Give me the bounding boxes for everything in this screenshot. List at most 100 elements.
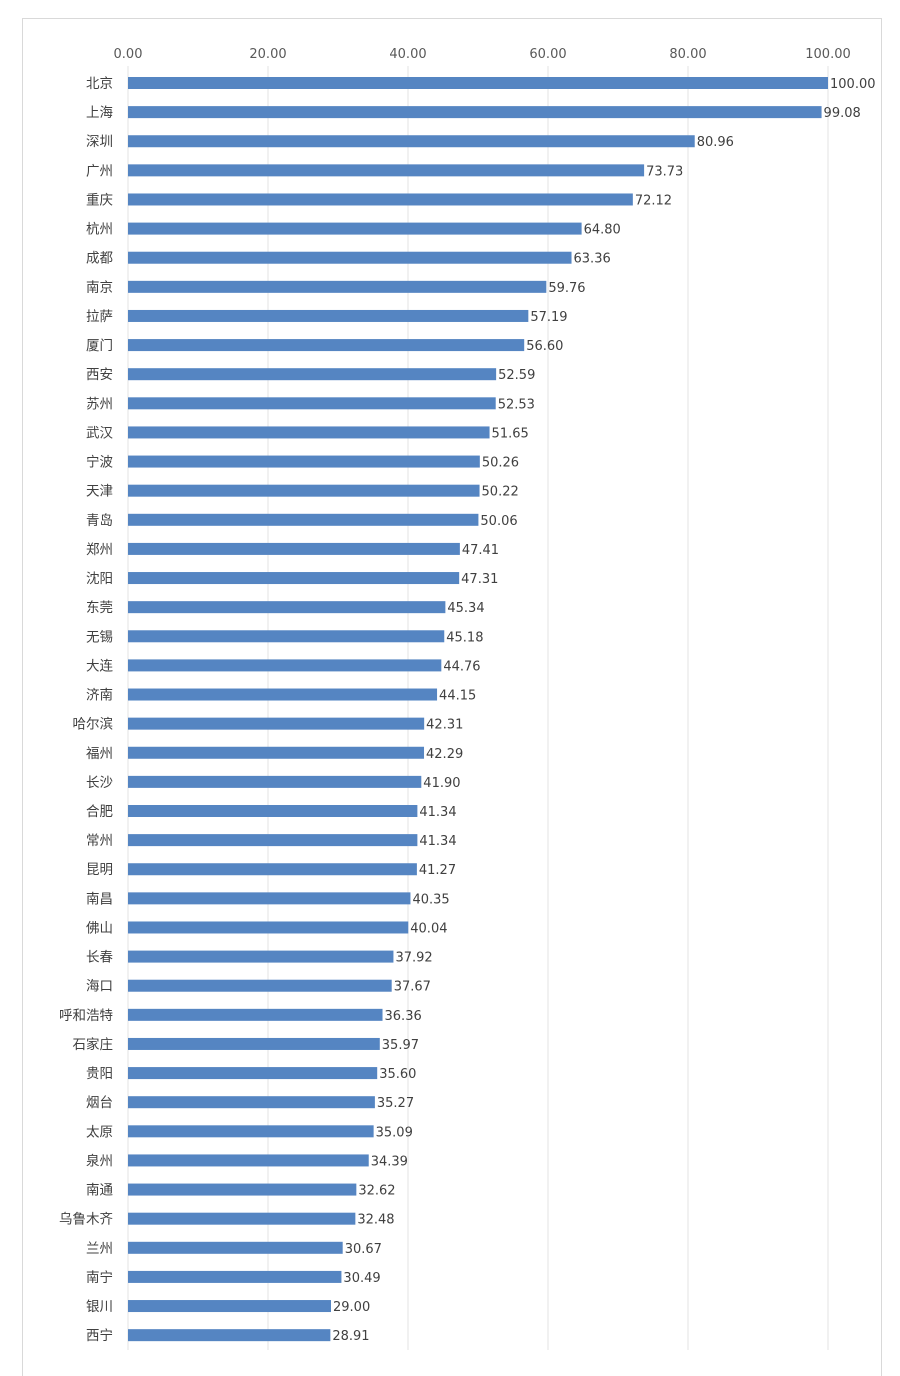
bar xyxy=(128,1300,331,1313)
value-label: 30.67 xyxy=(345,1242,382,1257)
bar xyxy=(128,921,409,934)
bar xyxy=(128,1329,331,1342)
category-label: 苏州 xyxy=(86,396,113,412)
value-label: 42.29 xyxy=(426,747,463,762)
bar xyxy=(128,1008,383,1021)
category-label: 济南 xyxy=(86,688,113,704)
bar xyxy=(128,368,497,381)
category-label: 南宁 xyxy=(86,1269,113,1286)
category-label: 郑州 xyxy=(86,542,113,558)
category-label: 拉萨 xyxy=(86,309,113,325)
value-label: 64.80 xyxy=(584,223,621,238)
bar xyxy=(128,863,417,876)
value-label: 44.76 xyxy=(443,659,480,674)
bar xyxy=(128,834,418,847)
category-label: 泉州 xyxy=(86,1152,113,1169)
x-tick-label: 20.00 xyxy=(249,47,286,62)
bar xyxy=(128,979,392,992)
value-label: 40.04 xyxy=(410,921,447,936)
bar xyxy=(128,397,496,410)
category-label: 西安 xyxy=(86,367,113,383)
bar xyxy=(128,892,411,905)
value-label: 41.34 xyxy=(419,805,456,820)
value-label: 41.34 xyxy=(419,834,456,849)
value-label: 47.31 xyxy=(461,572,498,587)
gridlines xyxy=(127,66,829,1350)
value-label: 56.60 xyxy=(526,339,563,354)
bar xyxy=(128,688,438,701)
category-label: 无锡 xyxy=(86,629,113,645)
value-label: 45.34 xyxy=(447,601,484,616)
value-label: 44.15 xyxy=(439,689,476,704)
value-label: 80.96 xyxy=(697,135,734,150)
bar xyxy=(128,484,480,497)
bar xyxy=(128,1125,374,1138)
bar xyxy=(128,1096,375,1109)
category-label: 重庆 xyxy=(86,192,113,208)
category-label: 银川 xyxy=(86,1299,113,1315)
bar xyxy=(128,339,525,352)
category-label: 南昌 xyxy=(86,891,113,907)
bar xyxy=(128,164,645,177)
value-label: 73.73 xyxy=(646,164,683,179)
bar xyxy=(128,77,828,89)
bar xyxy=(128,222,582,235)
value-label: 29.00 xyxy=(333,1300,370,1315)
category-label: 武汉 xyxy=(86,425,113,441)
category-label: 佛山 xyxy=(86,920,113,936)
bar xyxy=(128,309,529,322)
category-label: 厦门 xyxy=(86,338,113,354)
category-label: 大连 xyxy=(86,658,113,674)
category-label: 昆明 xyxy=(86,862,113,878)
value-label: 50.26 xyxy=(482,456,519,471)
category-label: 烟台 xyxy=(86,1095,113,1111)
bar xyxy=(128,455,480,468)
value-label: 45.18 xyxy=(446,630,483,645)
value-label: 52.59 xyxy=(498,368,535,383)
value-label: 47.41 xyxy=(462,543,499,558)
category-label: 沈阳 xyxy=(86,571,113,587)
bar xyxy=(128,513,479,526)
bar xyxy=(128,1154,369,1167)
bar xyxy=(128,950,394,963)
value-label: 52.53 xyxy=(498,397,535,412)
bars xyxy=(128,77,828,1342)
bar xyxy=(128,106,822,119)
category-label: 太原 xyxy=(86,1124,113,1140)
category-label: 青岛 xyxy=(86,513,113,529)
x-tick-label: 40.00 xyxy=(389,47,426,62)
category-label: 乌鲁木齐 xyxy=(59,1212,113,1228)
category-label: 北京 xyxy=(86,76,113,92)
value-label: 99.08 xyxy=(824,106,861,121)
value-label: 57.19 xyxy=(530,310,567,325)
x-tick-label: 80.00 xyxy=(669,47,706,62)
value-label: 30.49 xyxy=(343,1271,380,1286)
bar xyxy=(128,1183,357,1196)
bar xyxy=(128,572,460,585)
category-label: 深圳 xyxy=(86,134,113,150)
category-label: 广州 xyxy=(86,163,113,179)
bar xyxy=(128,775,422,788)
category-labels: 北京上海深圳广州重庆杭州成都南京拉萨厦门西安苏州武汉宁波天津青岛郑州沈阳东莞无锡… xyxy=(59,76,113,1344)
bar xyxy=(128,717,425,730)
value-label: 35.97 xyxy=(382,1038,419,1053)
value-label: 41.27 xyxy=(419,863,456,878)
x-tick-label: 60.00 xyxy=(529,47,566,62)
bar xyxy=(128,542,460,555)
value-label: 37.92 xyxy=(395,951,432,966)
value-label: 36.36 xyxy=(385,1009,422,1024)
bar xyxy=(128,630,445,643)
category-label: 贵阳 xyxy=(86,1066,113,1082)
value-label: 100.00 xyxy=(830,77,876,92)
bar xyxy=(128,1212,356,1225)
value-label: 37.67 xyxy=(394,980,431,995)
category-label: 石家庄 xyxy=(73,1036,114,1053)
value-label: 35.09 xyxy=(376,1125,413,1140)
category-label: 天津 xyxy=(86,484,113,500)
value-label: 63.36 xyxy=(574,252,611,267)
value-label: 50.06 xyxy=(480,514,517,529)
value-label: 59.76 xyxy=(548,281,585,296)
category-label: 长沙 xyxy=(86,775,113,791)
